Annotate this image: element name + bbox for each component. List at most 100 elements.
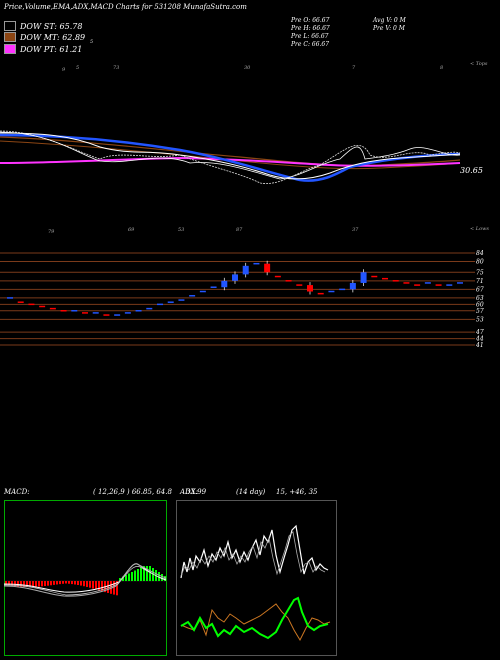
dow-pt-label: DOW PT: 61.21 [20,44,83,54]
macd-chart [4,500,167,656]
macd-signal-line [4,563,167,597]
macd-bar [86,581,88,587]
dow-st-label: DOW ST: 65.78 [20,21,83,31]
macd-bar [8,581,10,586]
price-axis-label: 75 [476,269,484,276]
macd-bar [38,581,40,587]
macd-bar [101,581,103,592]
macd-bar [77,581,79,586]
macd-bar [143,566,145,581]
legend-dow-mt: DOW MT: 62.89 [4,32,85,42]
adx-tick: 33.99 [186,488,207,496]
macd-bar [125,575,127,581]
ema-pink-line [0,156,461,167]
top-tick: 5 [76,65,79,71]
macd-bar [98,581,100,591]
info-avg-volume: Avg V: 0 M [373,17,406,24]
dow-pt-swatch [4,44,16,54]
macd-bar [20,581,22,587]
info-low: Pre L: 66.67 [291,33,329,40]
macd-bar [149,566,151,581]
adx-label: ADX: [180,488,199,496]
macd-bar [35,581,37,587]
legend-dow-st: DOW ST: 65.78 [4,21,82,31]
macd-bar [161,574,163,581]
candle-body [307,285,313,292]
bottom-tick: 79 [48,229,55,235]
macd-bar [113,581,115,595]
macd-bar [71,581,73,585]
dow-mt-swatch [4,32,16,42]
price-label: 30.65 [460,166,483,175]
bottom-tick: 37 [352,227,359,233]
dow-mt-label: DOW MT: 62.89 [20,32,86,42]
top-marker: 5 [90,39,94,45]
ema-blue-line [0,133,461,182]
price-axis-label: 63 [476,295,484,302]
macd-bar [23,581,25,587]
candle-body [360,272,367,283]
macd-bar [158,572,160,581]
macd-bar [53,581,55,585]
macd-bar [26,581,28,587]
price-axis-label: 71 [476,278,484,285]
adx-orange-line [180,603,331,642]
price-axis-label: 44 [475,336,484,343]
macd-bar [56,581,58,585]
bottom-tick: 69 [128,227,135,233]
macd-bar [17,581,19,587]
macd-bar [92,581,94,589]
price-axis-label: 84 [476,250,484,257]
candle-body [349,282,356,290]
macd-values: ( 12,26,9 ) 66.85, 64.8 [93,488,172,496]
macd-bar [119,578,121,581]
top-tick: 30 [244,65,251,71]
macd-bar [11,581,13,586]
info-close: Pre C: 66.67 [291,41,330,48]
macd-bar [68,581,70,584]
price-axis-label: 57 [476,308,484,315]
price-axis-label: 67 [476,286,484,293]
adx-values: 15, +46, 35 [276,488,318,496]
ema-dashed-line [0,130,461,184]
macd-bar [59,581,61,585]
price-axis-label: 60 [476,301,484,308]
macd-bar [80,581,82,586]
price-axis-label: 53 [476,316,484,323]
macd-label: MACD: [4,488,30,496]
ema-brown-line-2 [0,140,461,170]
macd-bar [140,567,142,581]
bottom-tick: 53 [178,227,184,233]
macd-bar [50,581,52,586]
bottom-tick: 87 [236,227,243,233]
macd-bar [89,581,91,588]
macd-bar [62,581,64,584]
ema-chart: 9 5 73 30 7 8 < Tops 30.65 79 69 53 87 3… [0,61,489,235]
price-axis-label: 41 [475,342,484,349]
info-prev-volume: Pre V: 0 M [373,25,405,32]
chart-title: Price,Volume,EMA,ADX,MACD Charts for 531… [4,3,247,11]
macd-bar [65,581,67,584]
info-high: Pre H: 66.67 [291,25,330,32]
info-open: Pre O: 66.67 [291,17,330,24]
top-tick: 8 [440,65,443,71]
macd-bar [47,581,49,586]
macd-bar [116,581,118,596]
macd-bar [122,576,124,581]
ema-white-line [0,132,461,180]
adx-green-line [180,596,329,640]
price-line [0,131,461,180]
top-tick: 9 [62,67,66,73]
macd-bar [74,581,76,585]
lows-label: < Lows [470,226,489,232]
macd-bar [32,581,34,587]
macd-bar [83,581,85,587]
macd-bar [41,581,43,587]
legend-dow-pt: DOW PT: 61.21 [4,44,82,54]
price-levels [0,252,475,346]
candle-body [221,280,228,288]
adx-gray-line [180,531,326,577]
dow-st-swatch [4,21,16,31]
